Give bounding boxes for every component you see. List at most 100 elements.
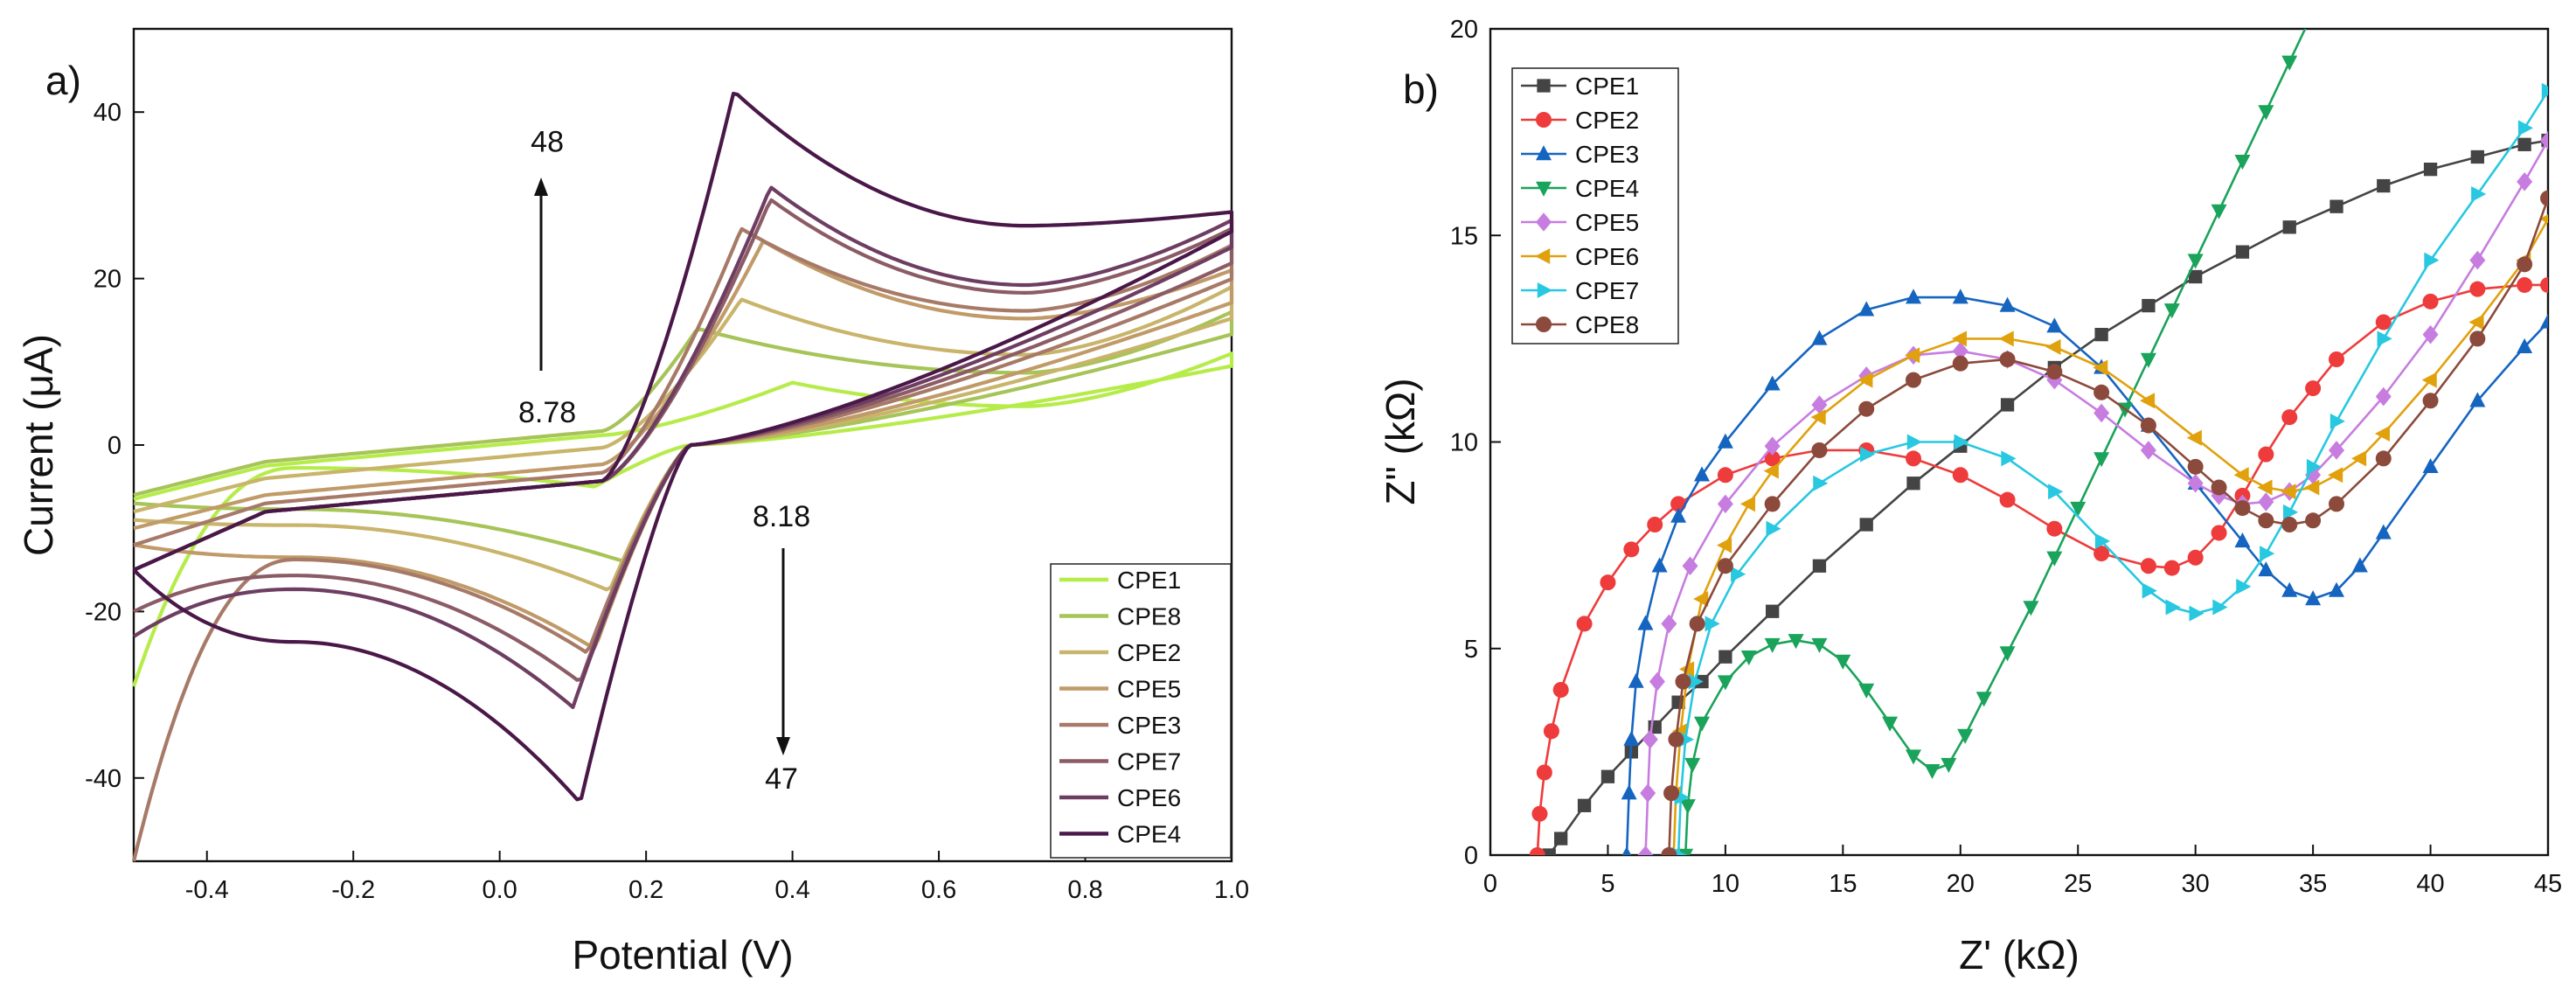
x-axis-label: Z' (kΩ) (1959, 932, 2080, 978)
data-point (2422, 457, 2439, 474)
data-point (1661, 847, 1677, 855)
data-point (1952, 467, 1968, 484)
data-point (1647, 517, 1663, 532)
data-point (1906, 749, 1921, 765)
x-tick-label: 1.0 (1214, 876, 1249, 904)
data-point (1688, 673, 1704, 690)
data-point (2234, 155, 2251, 170)
x-tick-label: 20 (1947, 870, 1975, 898)
data-point (2305, 6, 2321, 21)
series-line (1625, 296, 2548, 855)
data-point (2211, 204, 2227, 219)
data-point (2468, 314, 2484, 330)
data-point (1663, 785, 1680, 802)
data-point (2330, 199, 2343, 213)
data-point (1739, 496, 1755, 512)
series-cpe7 (1671, 82, 2548, 855)
data-point (1717, 467, 1733, 484)
data-point (1536, 764, 1552, 781)
data-point (2048, 484, 2064, 500)
data-point (2234, 500, 2251, 517)
data-point (2306, 458, 2323, 475)
data-point (1764, 436, 1781, 456)
data-point (1998, 330, 2014, 347)
data-point (2423, 163, 2438, 177)
data-point (1740, 651, 1757, 666)
data-point (2305, 380, 2322, 397)
data-point (1623, 541, 1640, 558)
legend-marker-cpe1 (1537, 79, 1551, 93)
data-point (2471, 186, 2487, 202)
data-point (1952, 341, 1968, 361)
data-point (2140, 558, 2156, 574)
data-point (2375, 314, 2392, 330)
data-point (1637, 615, 1654, 630)
data-point (2140, 352, 2156, 368)
series-cpe8 (1661, 190, 2548, 855)
data-point (2189, 605, 2205, 622)
y-axis-label: Current (μA) (16, 334, 61, 556)
series-cpe1 (132, 351, 1234, 687)
data-point (2045, 338, 2061, 355)
data-point (1718, 650, 1732, 664)
legend-label: CPE1 (1117, 567, 1181, 594)
data-point (1694, 466, 1710, 482)
data-point (1905, 347, 1920, 364)
data-point (2093, 384, 2110, 400)
series-cpe5 (133, 240, 1234, 651)
panel-a-axes: -0.4 -0.2 0.0 0.2 0.4 0.6 0.8 1.0 -40 -20 0 20 40 (85, 99, 1249, 904)
data-point (1811, 442, 1828, 458)
data-point (2258, 492, 2274, 511)
data-point (2305, 590, 2322, 606)
legend-label: CPE4 (1117, 821, 1181, 848)
data-point (1621, 784, 1637, 800)
data-point (1554, 831, 1568, 845)
data-point (2163, 560, 2180, 576)
data-point (1675, 673, 1691, 690)
data-point (1716, 537, 1732, 553)
x-tick-label: 45 (2534, 870, 2562, 898)
legend-label: CPE7 (1575, 277, 1639, 304)
x-tick-label: 30 (2182, 870, 2210, 898)
data-point (1858, 683, 1875, 699)
data-point (2281, 484, 2296, 500)
data-point (2093, 452, 2110, 468)
data-point (1811, 395, 1828, 414)
data-point (2540, 276, 2548, 293)
data-point (1957, 728, 1974, 744)
data-point (2375, 386, 2392, 407)
data-point (1813, 475, 1829, 491)
data-point (2187, 458, 2204, 475)
legend-label: CPE2 (1575, 107, 1639, 134)
data-point (2093, 546, 2110, 562)
data-point (1906, 477, 1920, 491)
data-point (1717, 675, 1733, 691)
data-point (2517, 256, 2533, 273)
data-point (2540, 190, 2548, 206)
data-point (2375, 450, 2392, 467)
series-cpe4 (1677, 6, 2321, 855)
panel-a-legend: CPE1 CPE8 CPE2 CPE5 CPE3 CPE7 CPE6 CPE4 (1050, 563, 1232, 859)
legend-label: CPE2 (1117, 639, 1181, 666)
y-tick-label: 15 (1450, 222, 1478, 250)
data-point (2305, 512, 2322, 529)
series-line (1672, 218, 2548, 855)
series-cpe8 (133, 310, 1234, 564)
data-point (1628, 672, 1644, 688)
data-point (2093, 359, 2108, 376)
x-tick-label: 10 (1712, 870, 1739, 898)
data-point (1882, 716, 1899, 732)
y-tick-label: 20 (1450, 16, 1478, 44)
data-point (2540, 130, 2548, 150)
series-line (1668, 198, 2548, 855)
data-point (2469, 250, 2486, 270)
x-tick-label: 40 (2416, 870, 2444, 898)
y-tick-label: 20 (94, 266, 122, 294)
annotation-oxidation-top: 48 (531, 126, 564, 159)
legend-marker-cpe5 (1536, 212, 1552, 232)
data-point (1811, 330, 1828, 345)
data-point (2541, 82, 2548, 99)
series-cpe5 (1637, 130, 2548, 855)
